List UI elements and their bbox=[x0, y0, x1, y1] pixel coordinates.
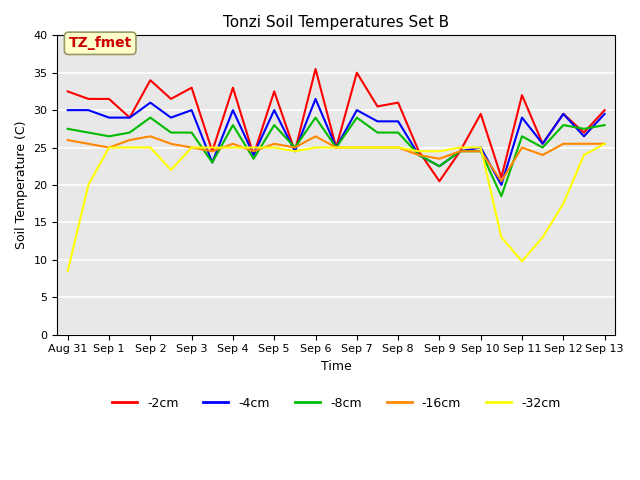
Title: Tonzi Soil Temperatures Set B: Tonzi Soil Temperatures Set B bbox=[223, 15, 449, 30]
X-axis label: Time: Time bbox=[321, 360, 351, 373]
Y-axis label: Soil Temperature (C): Soil Temperature (C) bbox=[15, 120, 28, 249]
Text: TZ_fmet: TZ_fmet bbox=[68, 36, 132, 50]
Legend: -2cm, -4cm, -8cm, -16cm, -32cm: -2cm, -4cm, -8cm, -16cm, -32cm bbox=[107, 392, 565, 415]
